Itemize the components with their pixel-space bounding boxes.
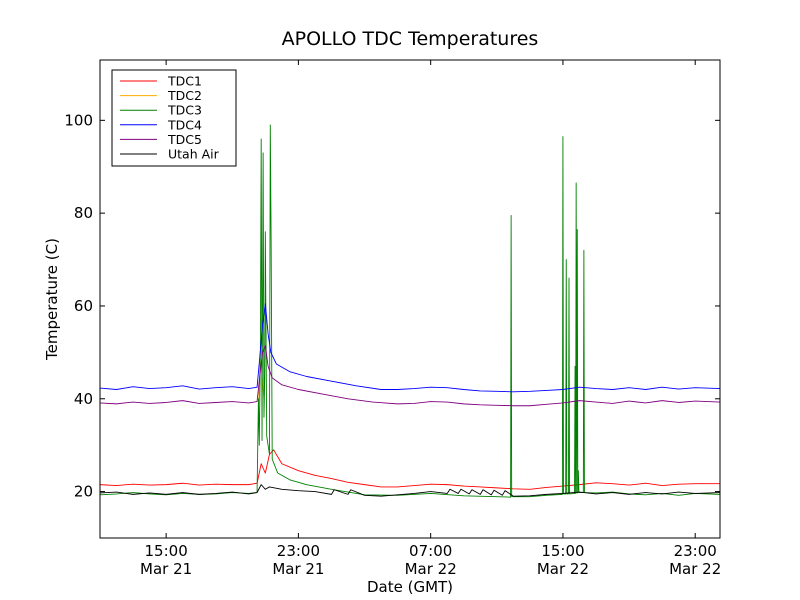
series-line-tdc5 (99, 344, 721, 407)
series-layer (99, 124, 721, 498)
y-tick-label: 40 (74, 390, 93, 408)
plot-frame (99, 59, 721, 539)
series-line-tdc3 (99, 124, 721, 498)
legend-label-tdc5: TDC5 (167, 132, 202, 147)
x-tick-label-date: Mar 22 (405, 560, 457, 578)
x-tick-label-time: 15:00 (145, 542, 188, 560)
y-tick-label: 100 (64, 111, 93, 129)
chart-title: APOLLO TDC Temperatures (282, 28, 539, 50)
x-tick-label-time: 15:00 (541, 542, 584, 560)
x-tick-label-time: 23:00 (674, 542, 717, 560)
x-axis-label: Date (GMT) (367, 578, 453, 596)
legend-label-tdc4: TDC4 (167, 117, 202, 132)
x-tick-label-time: 23:00 (277, 542, 320, 560)
legend-label-tdc2: TDC2 (167, 88, 202, 103)
x-tick-label-date: Mar 21 (272, 560, 324, 578)
series-line-utah-air (99, 484, 721, 497)
legend-label-tdc3: TDC3 (167, 103, 202, 118)
x-tick-label-date: Mar 21 (140, 560, 192, 578)
legend-label-utah-air: Utah Air (168, 147, 220, 162)
x-tick-label-date: Mar 22 (537, 560, 589, 578)
y-tick-label: 20 (74, 483, 93, 501)
series-line-tdc4 (99, 303, 721, 393)
series-line-tdc1 (99, 449, 720, 490)
y-tick-label: 80 (74, 204, 93, 222)
legend-label-tdc1: TDC1 (167, 74, 202, 89)
legend-box (111, 69, 237, 167)
y-axis-ticks: 20 40 60 80 100 (64, 111, 720, 501)
y-tick-label: 60 (74, 297, 93, 315)
x-tick-label-date: Mar 22 (669, 560, 721, 578)
y-axis-label: Temperature (C) (43, 238, 61, 361)
x-tick-label-time: 07:00 (409, 542, 452, 560)
